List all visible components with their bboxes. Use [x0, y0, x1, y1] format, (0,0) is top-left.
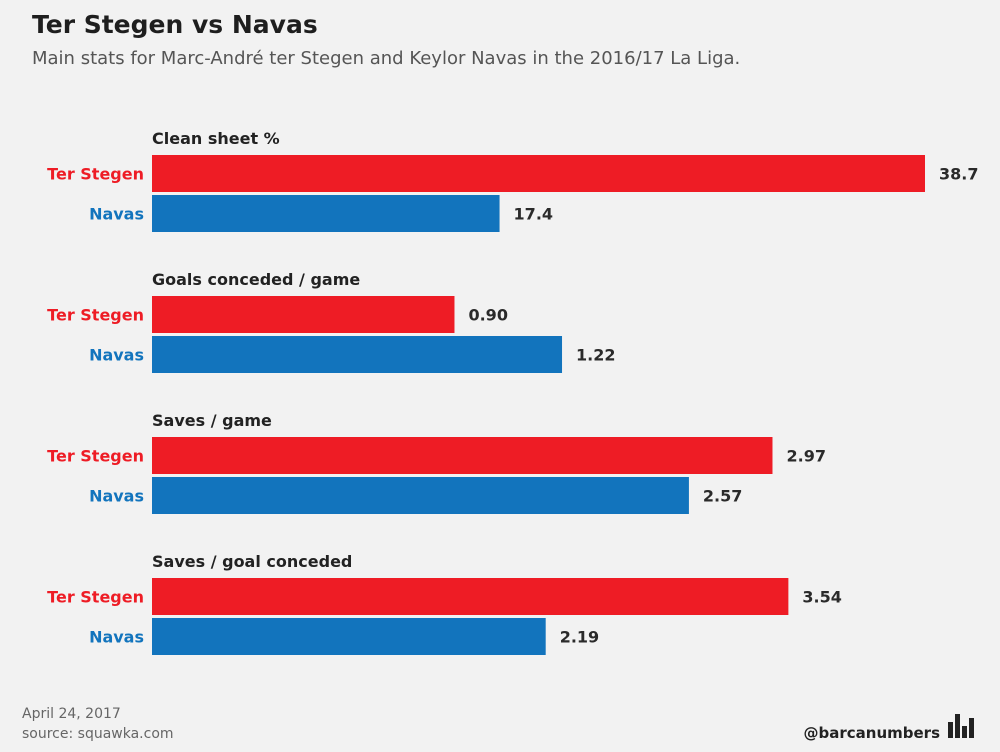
group-title: Saves / goal conceded	[152, 552, 352, 571]
bar	[152, 296, 455, 333]
bar-chart-icon	[948, 714, 974, 738]
series-label: Ter Stegen	[47, 447, 144, 466]
value-label: 38.7	[939, 165, 978, 184]
series-label: Navas	[89, 628, 144, 647]
series-label: Ter Stegen	[47, 306, 144, 325]
bar	[152, 437, 773, 474]
chart-title: Ter Stegen vs Navas	[32, 10, 318, 39]
footer-date: April 24, 2017	[22, 706, 121, 722]
value-label: 1.22	[576, 346, 615, 365]
series-label: Navas	[89, 205, 144, 224]
bar	[152, 195, 500, 232]
value-label: 2.97	[786, 447, 825, 466]
value-label: 0.90	[468, 306, 507, 325]
bar	[152, 477, 689, 514]
value-label: 2.19	[560, 628, 599, 647]
series-label: Ter Stegen	[47, 165, 144, 184]
bar-chart: Clean sheet % Ter Stegen 38.7 Navas 17.4 Goal…	[47, 129, 978, 655]
brand-handle: @barcanumbers	[803, 724, 941, 742]
chart-subtitle: Main stats for Marc-André ter Stegen and…	[32, 48, 741, 69]
group-title: Goals conceded / game	[152, 270, 360, 289]
bar	[152, 618, 546, 655]
bar	[152, 155, 925, 192]
value-label: 2.57	[703, 487, 742, 506]
value-label: 17.4	[514, 205, 553, 224]
group-title: Clean sheet %	[152, 129, 280, 148]
series-label: Navas	[89, 346, 144, 365]
value-label: 3.54	[802, 588, 841, 607]
bar	[152, 336, 563, 373]
series-label: Ter Stegen	[47, 588, 144, 607]
group-title: Saves / game	[152, 411, 272, 430]
series-label: Navas	[89, 487, 144, 506]
bar	[152, 578, 789, 615]
footer-source: source: squawka.com	[22, 726, 174, 742]
